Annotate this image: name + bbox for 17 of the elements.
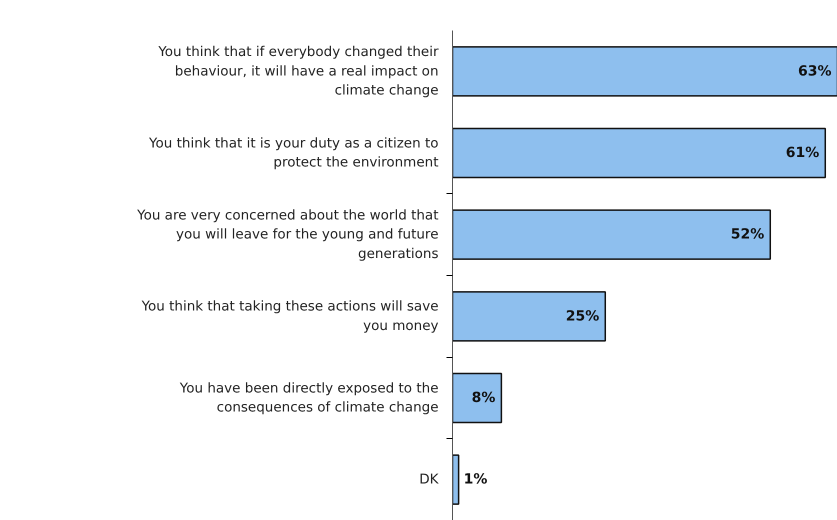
data-label: 1% — [464, 472, 488, 488]
bar — [452, 291, 606, 342]
y-tick-label: You think that it is your duty as a citizen to protect the environment — [148, 135, 439, 171]
bar — [452, 372, 502, 424]
data-label: 8% — [472, 390, 496, 406]
bar — [452, 209, 772, 260]
y-tick-label: DK — [419, 472, 440, 488]
data-label: 52% — [730, 226, 764, 243]
y-tick-label: You have been directly exposed to the consequences of climate change — [178, 380, 439, 416]
data-label: 25% — [566, 308, 600, 324]
y-tick-label: You are very concerned about the world that you will leave for the young and future generations — [136, 207, 439, 262]
data-label: 61% — [786, 145, 820, 161]
y-tick-label: You think that taking these actions will save you money — [140, 298, 439, 334]
y-tick-label: You think that if everybody changed their behaviour, it will have a real impact on climate change — [157, 44, 439, 99]
data-label: 63% — [798, 63, 832, 80]
bar — [452, 128, 826, 178]
bar — [452, 454, 460, 505]
